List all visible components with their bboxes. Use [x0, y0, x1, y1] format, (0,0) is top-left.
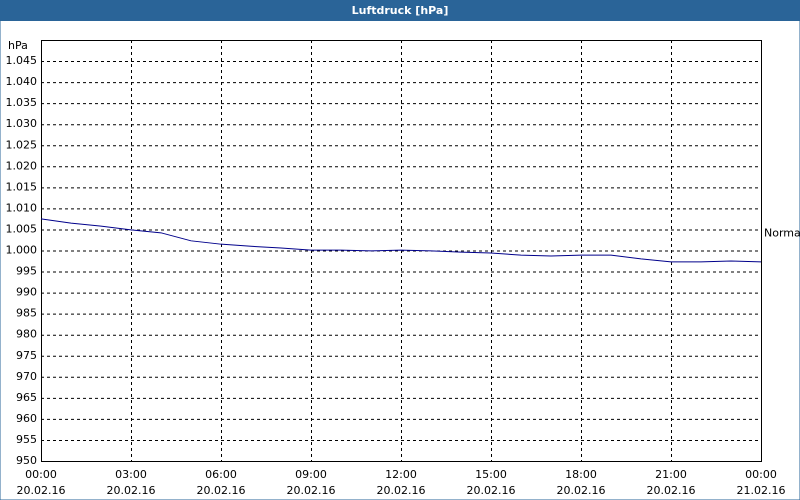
title-bar	[0, 0, 800, 21]
x-tick-date: 20.02.16	[197, 484, 246, 497]
y-tick-label: 995	[16, 265, 37, 278]
x-tick-label: 00:00	[745, 468, 777, 481]
y-tick-label: 985	[16, 307, 37, 320]
y-tick-label: 1.030	[6, 117, 38, 130]
y-tick-label: 1.010	[6, 201, 38, 214]
y-tick-label: 1.035	[6, 96, 38, 109]
x-tick-label: 06:00	[205, 468, 237, 481]
x-tick-label: 21:00	[655, 468, 687, 481]
y-tick-label: 1.040	[6, 75, 38, 88]
y-tick-label: 970	[16, 370, 37, 383]
y-tick-label: 1.015	[6, 180, 38, 193]
x-tick-date: 20.02.16	[467, 484, 516, 497]
x-tick-label: 09:00	[295, 468, 327, 481]
y-tick-label: 975	[16, 349, 37, 362]
x-tick-date: 20.02.16	[17, 484, 66, 497]
x-tick-date: 20.02.16	[647, 484, 696, 497]
x-tick-date: 20.02.16	[557, 484, 606, 497]
y-tick-label: 1.005	[6, 222, 38, 235]
x-tick-label: 03:00	[115, 468, 147, 481]
chart-title: Luftdruck [hPa]	[352, 4, 449, 17]
y-tick-label: 1.025	[6, 138, 38, 151]
plot-border	[41, 40, 762, 462]
y-tick-label: 1.000	[6, 244, 38, 257]
x-tick-date: 20.02.16	[287, 484, 336, 497]
y-unit: hPa	[8, 39, 28, 52]
annotation: Normal	[764, 227, 800, 240]
y-tick-label: 980	[16, 328, 37, 341]
x-tick-date: 20.02.16	[377, 484, 426, 497]
y-tick-label: 965	[16, 391, 37, 404]
x-tick-date: 20.02.16	[107, 484, 156, 497]
y-tick-label: 990	[16, 286, 37, 299]
y-tick-label: 955	[16, 433, 37, 446]
y-tick-label: 960	[16, 412, 37, 425]
y-tick-label: 1.020	[6, 159, 38, 172]
x-tick-label: 12:00	[385, 468, 417, 481]
data-line	[40, 218, 762, 263]
y-tick-label: 1.045	[6, 54, 38, 67]
x-tick-label: 00:00	[25, 468, 57, 481]
x-tick-label: 15:00	[475, 468, 507, 481]
x-tick-date: 21.02.16	[737, 484, 786, 497]
y-tick-label: 950	[16, 454, 37, 467]
x-tick-label: 18:00	[565, 468, 597, 481]
